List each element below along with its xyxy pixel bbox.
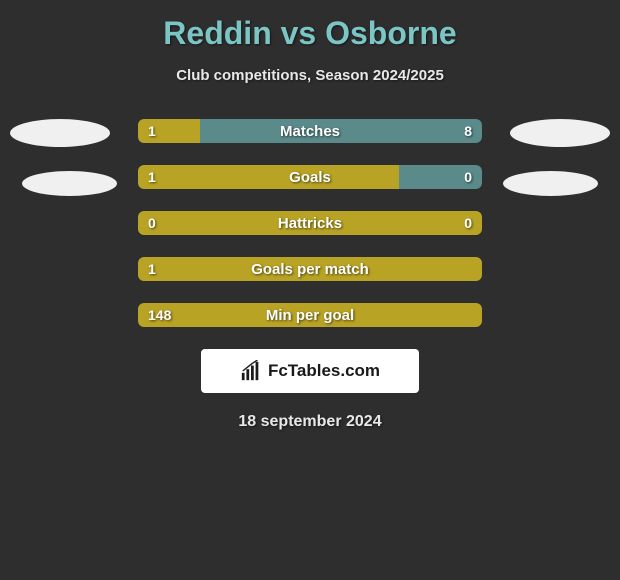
decorative-ellipse [503,171,598,196]
stat-label: Goals [138,165,482,189]
stat-label: Min per goal [138,303,482,327]
main-container: Reddin vs Osborne Club competitions, Sea… [0,0,620,441]
stat-label: Goals per match [138,257,482,281]
logo-box[interactable]: FcTables.com [201,349,419,393]
date-text: 18 september 2024 [0,413,620,431]
chart-icon [240,360,262,382]
page-title: Reddin vs Osborne [0,15,620,52]
stats-rows: 1Matches81Goals00Hattricks01Goals per ma… [0,119,620,327]
stat-row: 1Goals per match [138,257,482,281]
stat-row: 1Matches8 [138,119,482,143]
logo-content: FcTables.com [240,360,380,382]
stat-value-right: 0 [464,211,472,235]
stat-label: Matches [138,119,482,143]
stat-row: 1Goals0 [138,165,482,189]
stat-value-right: 0 [464,165,472,189]
stat-value-right: 8 [464,119,472,143]
stat-label: Hattricks [138,211,482,235]
stats-area: 1Matches81Goals00Hattricks01Goals per ma… [0,119,620,327]
stat-row: 0Hattricks0 [138,211,482,235]
decorative-ellipse [10,119,110,147]
logo-text: FcTables.com [268,361,380,381]
subtitle: Club competitions, Season 2024/2025 [0,67,620,84]
decorative-ellipse [510,119,610,147]
decorative-ellipse [22,171,117,196]
stat-row: 148Min per goal [138,303,482,327]
